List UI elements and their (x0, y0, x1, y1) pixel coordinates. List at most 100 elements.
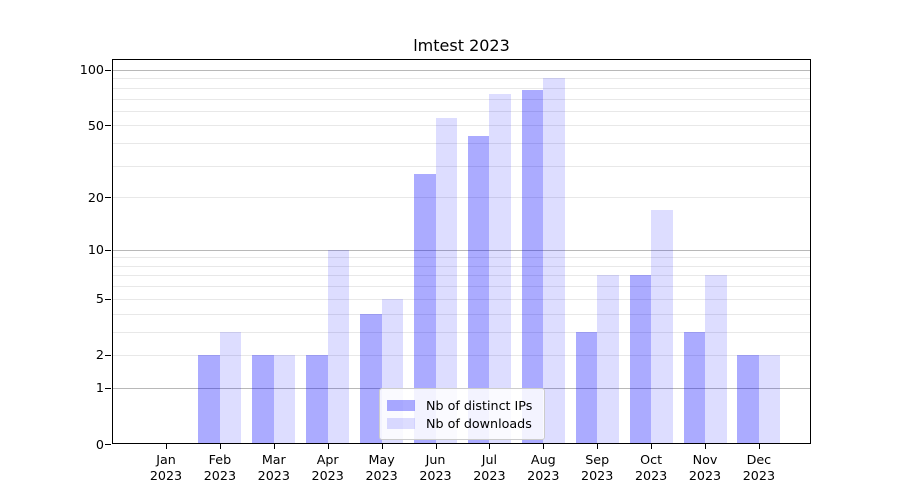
minor-gridline (112, 354, 811, 356)
y-tick-label: 100 (79, 62, 104, 78)
bar-downloads-dec (758, 354, 781, 444)
bar-downloads-mar (273, 354, 296, 444)
minor-gridline (112, 165, 811, 167)
y-tick-mark (105, 69, 111, 71)
y-tick-mark (105, 298, 111, 300)
x-tick-label-dec: Dec 2023 (729, 452, 789, 484)
minor-gridline (112, 78, 811, 80)
minor-gridline (112, 331, 811, 333)
bar-distinct-ips-may (360, 313, 382, 444)
x-tick-month: Jun (425, 452, 446, 467)
legend-swatch-downloads (387, 417, 415, 429)
y-tick-mark (105, 444, 111, 445)
x-tick-month: Apr (316, 452, 339, 467)
x-tick-label-apr: Apr 2023 (298, 452, 358, 484)
x-tick-mark (758, 444, 760, 449)
x-tick-mark (273, 444, 275, 449)
minor-gridline (112, 275, 811, 277)
y-tick-mark (105, 125, 111, 127)
bar-downloads-feb (219, 331, 242, 444)
x-tick-month: May (368, 452, 395, 467)
x-tick-label-jun: Jun 2023 (406, 452, 466, 484)
y-tick-label: 2 (95, 347, 104, 363)
x-tick-year: 2023 (419, 468, 452, 483)
x-tick-mark (435, 444, 437, 449)
bar-downloads-aug (543, 78, 565, 444)
bar-downloads-nov (705, 275, 727, 444)
y-tick-label: 50 (87, 117, 104, 133)
x-tick-year: 2023 (365, 468, 398, 483)
x-tick-year: 2023 (634, 468, 668, 483)
x-tick-month: Oct (640, 452, 663, 467)
bar-distinct-ips-mar (252, 354, 274, 444)
x-tick-mark (489, 444, 491, 449)
x-tick-year: 2023 (473, 468, 506, 483)
minor-gridline (112, 110, 811, 112)
x-tick-mark (705, 444, 706, 449)
x-tick-year: 2023 (688, 468, 722, 483)
x-tick-label-may: May 2023 (352, 452, 412, 484)
x-tick-month: Dec (746, 452, 772, 467)
y-tick-mark (105, 249, 111, 251)
minor-gridline (112, 265, 811, 267)
bar-distinct-ips-apr (306, 354, 328, 444)
minor-gridline (112, 125, 811, 127)
x-tick-year: 2023 (527, 468, 560, 483)
bar-distinct-ips-jun (414, 173, 436, 444)
y-tick-label: 5 (95, 291, 104, 307)
x-tick-month: Sep (585, 452, 610, 467)
y-tick-mark (105, 387, 111, 389)
x-tick-mark (651, 444, 653, 449)
bar-distinct-ips-dec (737, 354, 759, 444)
x-tick-label-nov: Nov 2023 (675, 452, 735, 484)
x-tick-mark (543, 444, 545, 449)
major-gridline (112, 249, 811, 251)
minor-gridline (112, 257, 811, 259)
x-tick-label-feb: Feb 2023 (190, 452, 250, 484)
x-tick-month: Feb (208, 452, 232, 467)
minor-gridline (112, 286, 811, 288)
y-tick-mark (105, 354, 111, 356)
y-tick-label: 1 (95, 380, 104, 396)
bar-distinct-ips-jul (467, 135, 490, 444)
bar-downloads-jun (435, 117, 457, 444)
x-tick-mark (219, 444, 221, 449)
legend: Nb of distinct IPs Nb of downloads (379, 388, 545, 440)
major-gridline (112, 69, 811, 71)
minor-gridline (112, 298, 811, 300)
y-tick-mark (105, 197, 111, 199)
y-tick-label: 10 (87, 242, 104, 258)
x-tick-mark (327, 444, 329, 449)
bar-distinct-ips-oct (629, 275, 652, 444)
x-tick-year: 2023 (149, 468, 183, 483)
x-tick-label-jan: Jan 2023 (136, 452, 196, 484)
minor-gridline (112, 197, 811, 199)
bar-distinct-ips-sep (575, 331, 598, 444)
minor-gridline (112, 87, 811, 89)
minor-gridline (112, 313, 811, 315)
x-tick-year: 2023 (742, 468, 776, 483)
x-tick-month: Mar (261, 452, 286, 467)
x-tick-year: 2023 (257, 468, 290, 483)
bar-distinct-ips-aug (521, 89, 544, 444)
legend-label-distinct-ips: Nb of distinct IPs (426, 397, 533, 413)
bar-distinct-ips-feb (198, 354, 220, 444)
bar-downloads-sep (597, 275, 619, 444)
bar-downloads-apr (327, 249, 350, 444)
x-tick-mark (166, 444, 167, 449)
minor-gridline (112, 98, 811, 100)
plot-area (112, 59, 811, 444)
bar-downloads-oct (651, 209, 673, 444)
x-tick-mark (597, 444, 599, 449)
legend-swatch-distinct-ips (387, 399, 415, 411)
legend-item-distinct-ips: Nb of distinct IPs (387, 396, 536, 414)
x-tick-label-aug: Aug 2023 (513, 452, 573, 484)
minor-gridline (112, 143, 811, 145)
x-tick-label-jul: Jul 2023 (459, 452, 519, 484)
x-tick-month: Jul (481, 452, 498, 467)
x-tick-label-mar: Mar 2023 (244, 452, 304, 484)
x-tick-month: Aug (530, 452, 556, 467)
y-tick-label: 0 (95, 436, 104, 452)
legend-item-downloads: Nb of downloads (387, 414, 536, 432)
